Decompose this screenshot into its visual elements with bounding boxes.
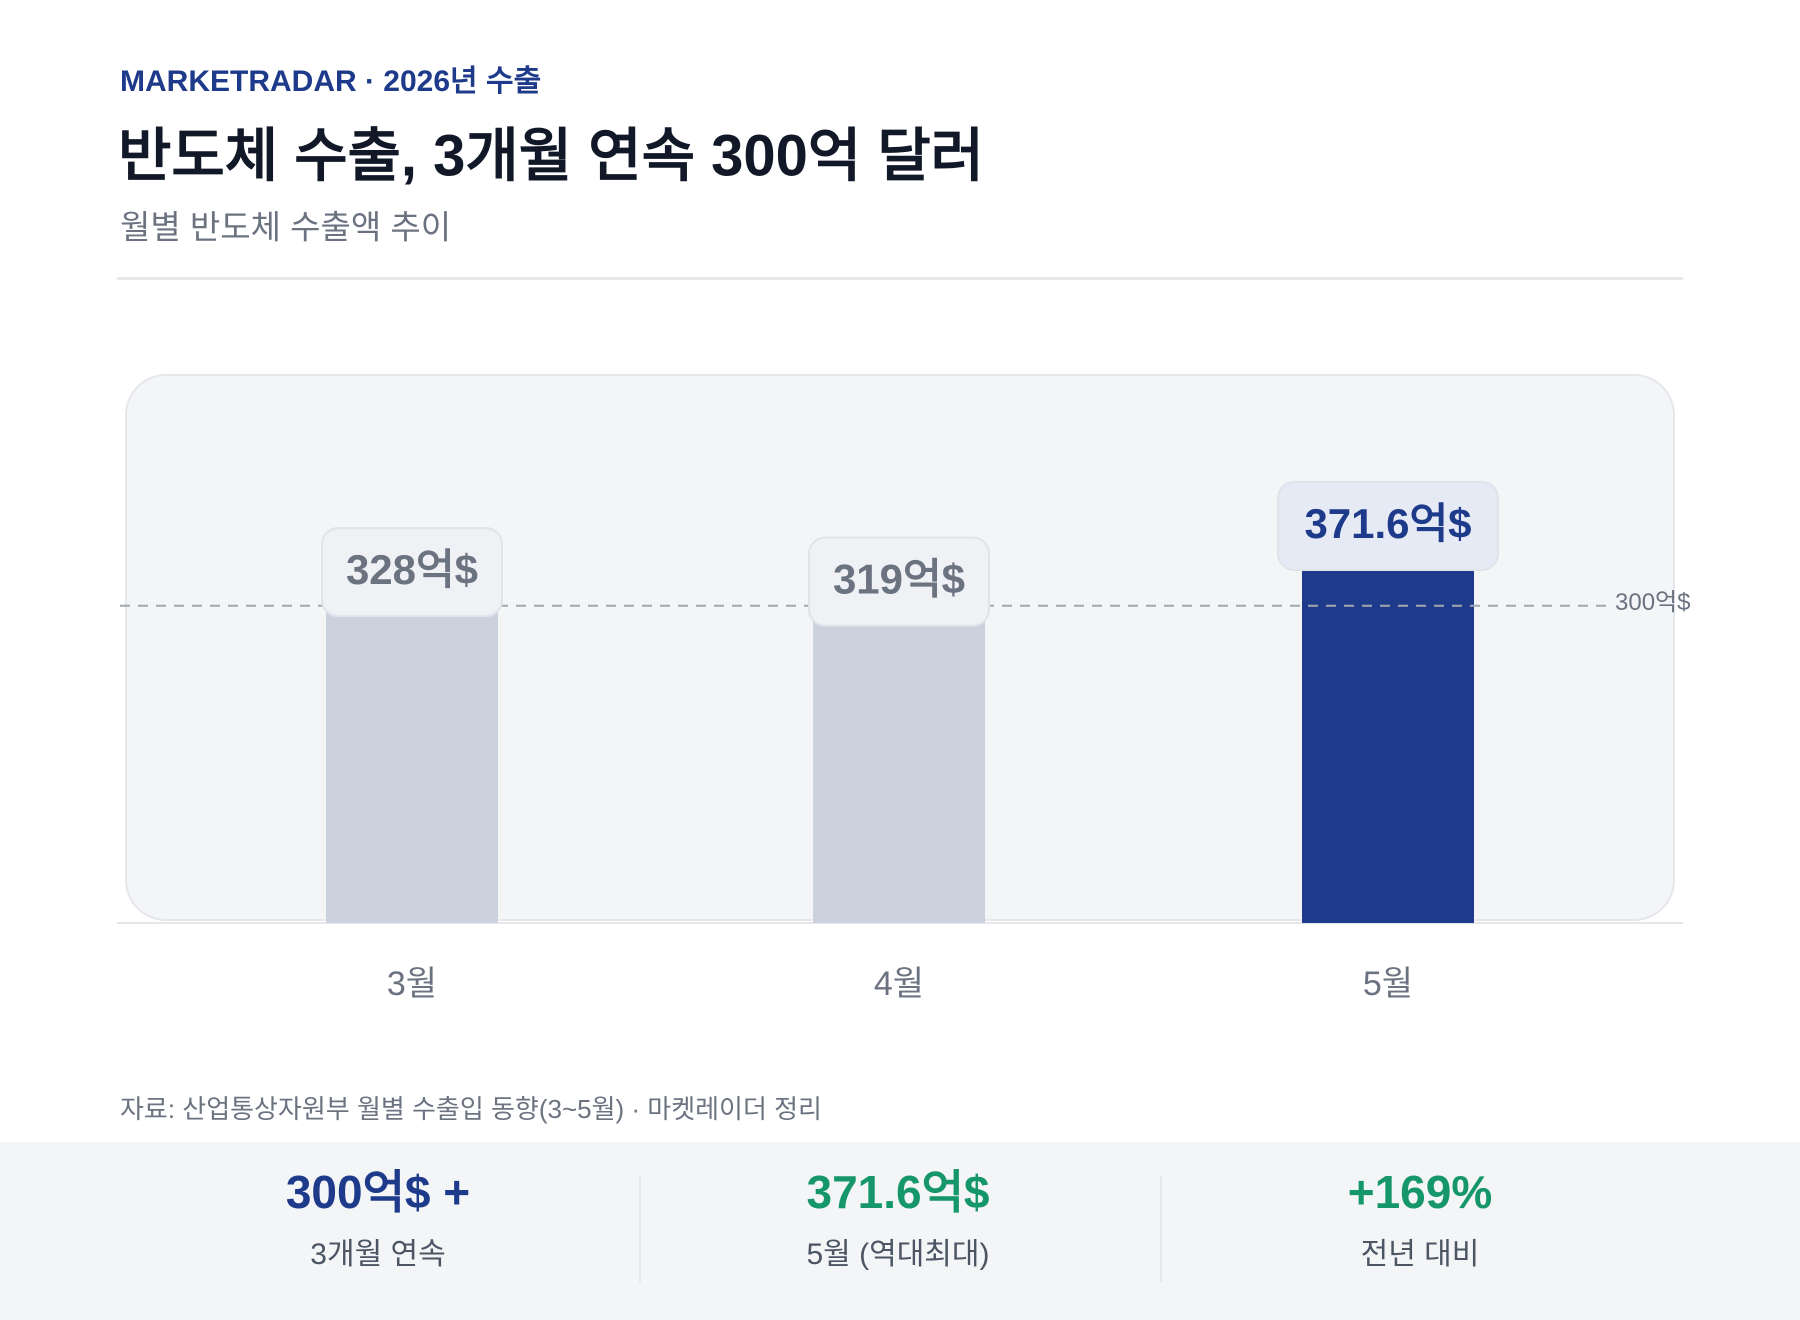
kicker: MARKETRADAR · 2026년 수출 [120,65,541,98]
source: 자료: 산업통상자원부 월별 수출입 동향(3~5월) · 마켓레이더 정리 [120,1094,822,1124]
reference-label: 300억$ [1615,589,1690,616]
value-label-box [321,527,503,618]
value-label-box [1277,481,1499,571]
subtitle: 월별 반도체 수출액 추이 [120,209,451,246]
stat-value: 371.6억$ [806,1166,989,1218]
x-tick-label: 3월 [387,965,437,1003]
stat-value: 300억$ + [286,1166,470,1218]
x-tick-label: 5월 [1363,965,1413,1003]
stats: 300억$ + 3개월 연속 371.6억$ 5월 (역대최대) +169% 전년 대비 [286,1166,1492,1271]
title: 반도체 수출, 3개월 연속 300억 달러 [118,123,984,188]
bar [813,585,985,923]
stat-label: 3개월 연속 [310,1238,445,1271]
x-tick-label: 4월 [874,965,924,1003]
value-label: 328억$ [346,546,478,593]
stats-panel [0,1142,1800,1320]
stat-label: 전년 대비 [1361,1238,1480,1271]
bar [1302,530,1474,923]
value-label: 319억$ [833,556,965,603]
plot: 300억$ 328억$ 3월 319억$ 4월 371.6억$ 5월 [120,481,1690,1003]
value-label-box [808,536,990,627]
stat-label: 5월 (역대최대) [807,1238,990,1271]
divider [117,277,1683,280]
stat-value: +169% [1348,1166,1493,1218]
value-label: 371.6억$ [1304,500,1471,547]
bar [326,576,498,923]
